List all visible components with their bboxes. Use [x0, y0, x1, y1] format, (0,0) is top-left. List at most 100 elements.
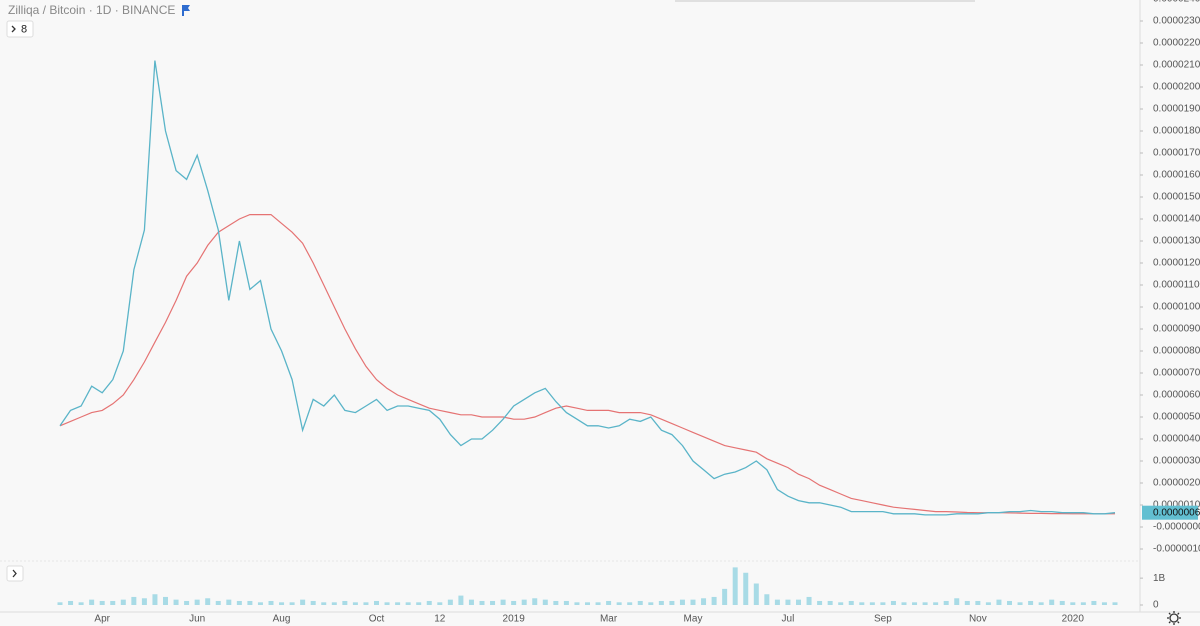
volume-bar [1059, 600, 1065, 605]
volume-bar [331, 602, 337, 605]
x-tick-label: Apr [94, 614, 110, 625]
last-price-label: 0.00000065 [1153, 507, 1200, 518]
volume-toggle[interactable] [6, 565, 24, 582]
volume-bar [1070, 602, 1076, 605]
volume-bar [279, 602, 285, 605]
volume-bar [374, 600, 379, 605]
flag-icon[interactable] [182, 5, 190, 16]
volume-bar [901, 602, 907, 605]
volume-bar [933, 602, 939, 605]
volume-bar [152, 594, 158, 605]
volume-bar [627, 602, 633, 605]
volume-bar [722, 588, 728, 605]
volume-bar [57, 602, 63, 605]
volume-bar [679, 599, 685, 605]
volume-bar [637, 600, 643, 605]
indicator-toggle[interactable]: 8 [6, 20, 34, 38]
volume-bar [1091, 600, 1097, 605]
volume-bar [99, 600, 105, 605]
volume-bar [1017, 602, 1023, 605]
x-tick-label: Aug [273, 614, 291, 625]
volume-bar [426, 600, 432, 605]
volume-bar [205, 598, 211, 605]
volume-bar [1101, 602, 1107, 605]
x-tick-label: 2020 [1062, 614, 1085, 625]
y-tick-label: 0.00001100 [1153, 280, 1200, 291]
volume-bar [912, 602, 918, 605]
volume-bar [890, 600, 896, 605]
volume-bar [764, 594, 770, 605]
x-tick-label: May [684, 614, 703, 625]
volume-bar [247, 600, 253, 605]
volume-bar [321, 602, 327, 605]
volume-bar [490, 600, 496, 605]
volume-bar [310, 600, 316, 605]
x-tick-label: Oct [369, 614, 385, 625]
volume-tick-label: 0 [1153, 600, 1159, 611]
volume-bar [447, 599, 453, 605]
volume-bar [954, 598, 960, 605]
price-line [59, 60, 1116, 516]
volume-bar [774, 599, 780, 605]
volume-bar [405, 602, 411, 605]
volume-bar [215, 600, 221, 605]
volume-bar [648, 602, 654, 605]
x-tick-label: Sep [874, 614, 892, 625]
volume-bar [289, 602, 295, 605]
volume-bar [268, 600, 274, 605]
volume-bar [458, 595, 464, 605]
volume-bar [131, 596, 137, 605]
settings-icon[interactable] [1167, 611, 1181, 625]
volume-bar [806, 596, 812, 605]
volume-bar [363, 602, 369, 605]
volume-bar [785, 599, 791, 605]
volume-bar [257, 602, 263, 605]
volume-bar [141, 598, 147, 605]
volume-bar [395, 602, 401, 605]
volume-bar [300, 599, 306, 605]
volume-bar [658, 600, 664, 605]
volume-bar [68, 600, 74, 605]
indicator-count: 8 [21, 23, 27, 35]
volume-bar [711, 596, 717, 605]
volume-bar [838, 602, 844, 605]
volume-bar [985, 602, 991, 605]
volume-bar [110, 600, 116, 605]
volume-bar [1049, 599, 1055, 605]
volume-bar [511, 600, 517, 605]
volume-bar [532, 598, 538, 605]
volume-bar [669, 600, 675, 605]
volume-bar [89, 599, 95, 605]
volume-bar [226, 599, 232, 605]
volume-bar [964, 600, 970, 605]
toolbar-edge [675, 0, 975, 2]
volume-bar [553, 600, 559, 605]
volume-bar [606, 600, 612, 605]
volume-bar [943, 600, 949, 605]
x-tick-label: Jun [189, 614, 205, 625]
x-tick-label: 12 [434, 614, 446, 625]
volume-tick-label: 1B [1153, 573, 1166, 584]
x-tick-label: 2019 [503, 614, 526, 625]
x-tick-label: Nov [969, 614, 987, 625]
volume-bar [690, 599, 696, 605]
volume-bar [542, 599, 548, 605]
volume-bar [616, 602, 622, 605]
volume-bar [574, 602, 580, 605]
volume-bar [732, 567, 738, 605]
volume-bar [163, 596, 168, 605]
volume-bar [236, 600, 242, 605]
volume-bar [827, 600, 833, 605]
